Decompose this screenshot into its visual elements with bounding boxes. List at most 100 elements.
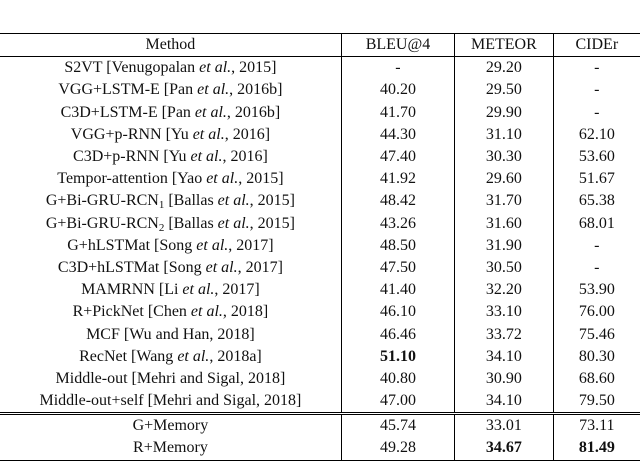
value-cell: 62.10 xyxy=(552,123,640,146)
value-cell: 75.46 xyxy=(552,323,640,346)
method-cell: C3D+p-RNN [Yu et al., 2016] xyxy=(0,146,341,168)
header-cell: Method xyxy=(0,32,342,58)
table-row: G+Bi-GRU-RCN1 [Ballas et al., 2015] 48.42… xyxy=(0,190,640,213)
method-text: et al. xyxy=(194,103,227,121)
value-cell: 41.40 xyxy=(340,279,455,302)
value-cell: 31.60 xyxy=(454,212,554,235)
value-cell: 34.67 xyxy=(454,437,554,461)
method-text: et al. xyxy=(217,214,250,232)
method-cell: MCF [Wu and Han, 2018] xyxy=(0,323,341,345)
method-text: et al. xyxy=(197,81,230,99)
method-text: MCF [Wu and Han, 2018] xyxy=(86,325,255,343)
header-cell: BLEU@4 xyxy=(340,32,455,58)
method-text: 2 xyxy=(158,221,165,234)
value-cell: - xyxy=(552,234,640,257)
method-cell: Middle-out+self [Mehri and Sigal, 2018] xyxy=(0,390,341,414)
method-text: et al. xyxy=(217,192,250,210)
method-cell: G+Bi-GRU-RCN2 [Ballas et al., 2015] xyxy=(0,213,341,235)
method-text: VGG+p-RNN [Yu xyxy=(70,125,193,143)
method-text: , 2015] xyxy=(238,170,284,188)
table-row: Middle-out+self [Mehri and Sigal, 2018] 4… xyxy=(0,390,640,414)
method-cell: G+Bi-GRU-RCN1 [Ballas et al., 2015] xyxy=(0,190,341,212)
value-cell: 51.10 xyxy=(340,345,455,368)
value-cell: 47.00 xyxy=(340,390,455,414)
method-text: Tempor-attention [Yao xyxy=(57,170,207,188)
method-text: et al. xyxy=(206,170,239,188)
value-cell: 48.42 xyxy=(340,190,455,213)
method-cell: Middle-out [Mehri and Sigal, 2018] xyxy=(0,368,341,390)
method-cell: R+Memory xyxy=(0,437,342,461)
value-cell: 30.50 xyxy=(454,256,554,280)
header-cell: METEOR xyxy=(454,32,554,58)
table-row: G+Memory 45.74 33.01 73.11 xyxy=(0,412,640,438)
table-wrap: Method BLEU@4 METEOR CIDEr S2VT [Venugopala… xyxy=(0,32,640,461)
method-text: , 2016] xyxy=(222,148,268,166)
value-cell: 31.70 xyxy=(454,190,554,213)
method-text: R+PickNet [Chen xyxy=(72,303,191,321)
method-cell: R+PickNet [Chen et al., 2018] xyxy=(0,301,341,323)
method-cell: G+Memory xyxy=(0,412,342,438)
method-text: G+hLSTMat [Song xyxy=(67,236,197,254)
table-row: RecNet [Wang et al., 2018a] 51.10 34.10 80.… xyxy=(0,345,640,368)
method-text: G+Bi-GRU-RCN xyxy=(45,214,159,232)
method-text: C3D+hLSTMat [Song xyxy=(57,258,206,276)
value-cell: 33.01 xyxy=(454,412,554,438)
value-cell: 29.60 xyxy=(454,168,554,191)
method-cell: MAMRNN [Li et al., 2017] xyxy=(0,279,341,301)
method-cell: C3D+LSTM-E [Pan et al., 2016b] xyxy=(0,102,341,124)
value-cell: 30.90 xyxy=(454,367,554,390)
method-text: et al. xyxy=(190,148,223,166)
header-cell: CIDEr xyxy=(552,32,640,58)
method-text: S2VT [Venugopalan xyxy=(64,59,200,77)
value-cell: 41.92 xyxy=(340,168,455,191)
header-row: Method BLEU@4 METEOR CIDEr xyxy=(0,32,640,58)
method-cell: C3D+hLSTMat [Song et al., 2017] xyxy=(0,257,341,279)
method-text: R+Memory xyxy=(133,439,208,457)
method-text: MAMRNN [Li xyxy=(81,281,183,299)
page: {"table":{ "header":["Method","BLEU@4","… xyxy=(0,32,640,461)
table-body: S2VT [Venugopalan et al., 2015] -29.20- VG… xyxy=(0,56,640,461)
method-text: [Ballas xyxy=(164,214,218,232)
method-text: Middle-out [Mehri and Sigal, 2018] xyxy=(55,369,286,387)
value-cell: 40.20 xyxy=(340,79,455,102)
results-table: Method BLEU@4 METEOR CIDEr S2VT [Venugopala… xyxy=(0,32,640,461)
table-row: S2VT [Venugopalan et al., 2015] -29.20- xyxy=(0,56,640,80)
table-row: C3D+p-RNN [Yu et al., 2016] 47.40 30.30 53.… xyxy=(0,145,640,169)
method-text: , 2016b] xyxy=(229,81,283,99)
method-text: et al. xyxy=(199,59,232,77)
method-text: , 2015] xyxy=(249,192,295,210)
method-cell: S2VT [Venugopalan et al., 2015] xyxy=(0,57,341,80)
table-row: G+Bi-GRU-RCN2 [Ballas et al., 2015] 43.26… xyxy=(0,212,640,235)
value-cell: 41.70 xyxy=(340,101,455,124)
table-row: C3D+hLSTMat [Song et al., 2017] 47.50 30.5… xyxy=(0,256,640,280)
method-text: 1 xyxy=(158,199,165,212)
method-text: , 2017] xyxy=(228,236,274,254)
value-cell: 51.67 xyxy=(552,168,640,191)
value-cell: 33.10 xyxy=(454,301,554,324)
method-text: G+Memory xyxy=(132,417,209,435)
value-cell: 34.10 xyxy=(454,345,554,368)
value-cell: 80.30 xyxy=(552,345,640,368)
method-text: et al. xyxy=(177,347,210,365)
method-text: , 2018a] xyxy=(209,347,262,365)
method-text: Middle-out+self [Mehri and Sigal, 2018] xyxy=(39,392,302,410)
method-text: , 2016b] xyxy=(226,103,281,121)
value-cell: 30.30 xyxy=(454,145,554,169)
value-cell: 34.10 xyxy=(454,390,554,414)
value-cell: 40.80 xyxy=(340,367,455,390)
value-cell: 49.28 xyxy=(340,437,455,461)
value-cell: 46.10 xyxy=(340,301,455,324)
table-row: VGG+p-RNN [Yu et al., 2016] 44.30 31.10 62.… xyxy=(0,123,640,146)
method-cell: G+hLSTMat [Song et al., 2017] xyxy=(0,235,341,257)
value-cell: 53.60 xyxy=(552,145,640,169)
value-cell: 44.30 xyxy=(340,123,455,146)
method-text: et al. xyxy=(182,281,215,299)
value-cell: 32.20 xyxy=(454,279,554,302)
value-cell: 48.50 xyxy=(340,234,455,257)
table-row: C3D+LSTM-E [Pan et al., 2016b] 41.70 29.90… xyxy=(0,101,640,124)
value-cell: 81.49 xyxy=(552,437,640,461)
value-cell: - xyxy=(552,101,640,124)
table-row: VGG+LSTM-E [Pan et al., 2016b] 40.20 29.50… xyxy=(0,79,640,102)
value-cell: 46.46 xyxy=(340,323,455,346)
value-cell: 31.90 xyxy=(454,234,554,257)
